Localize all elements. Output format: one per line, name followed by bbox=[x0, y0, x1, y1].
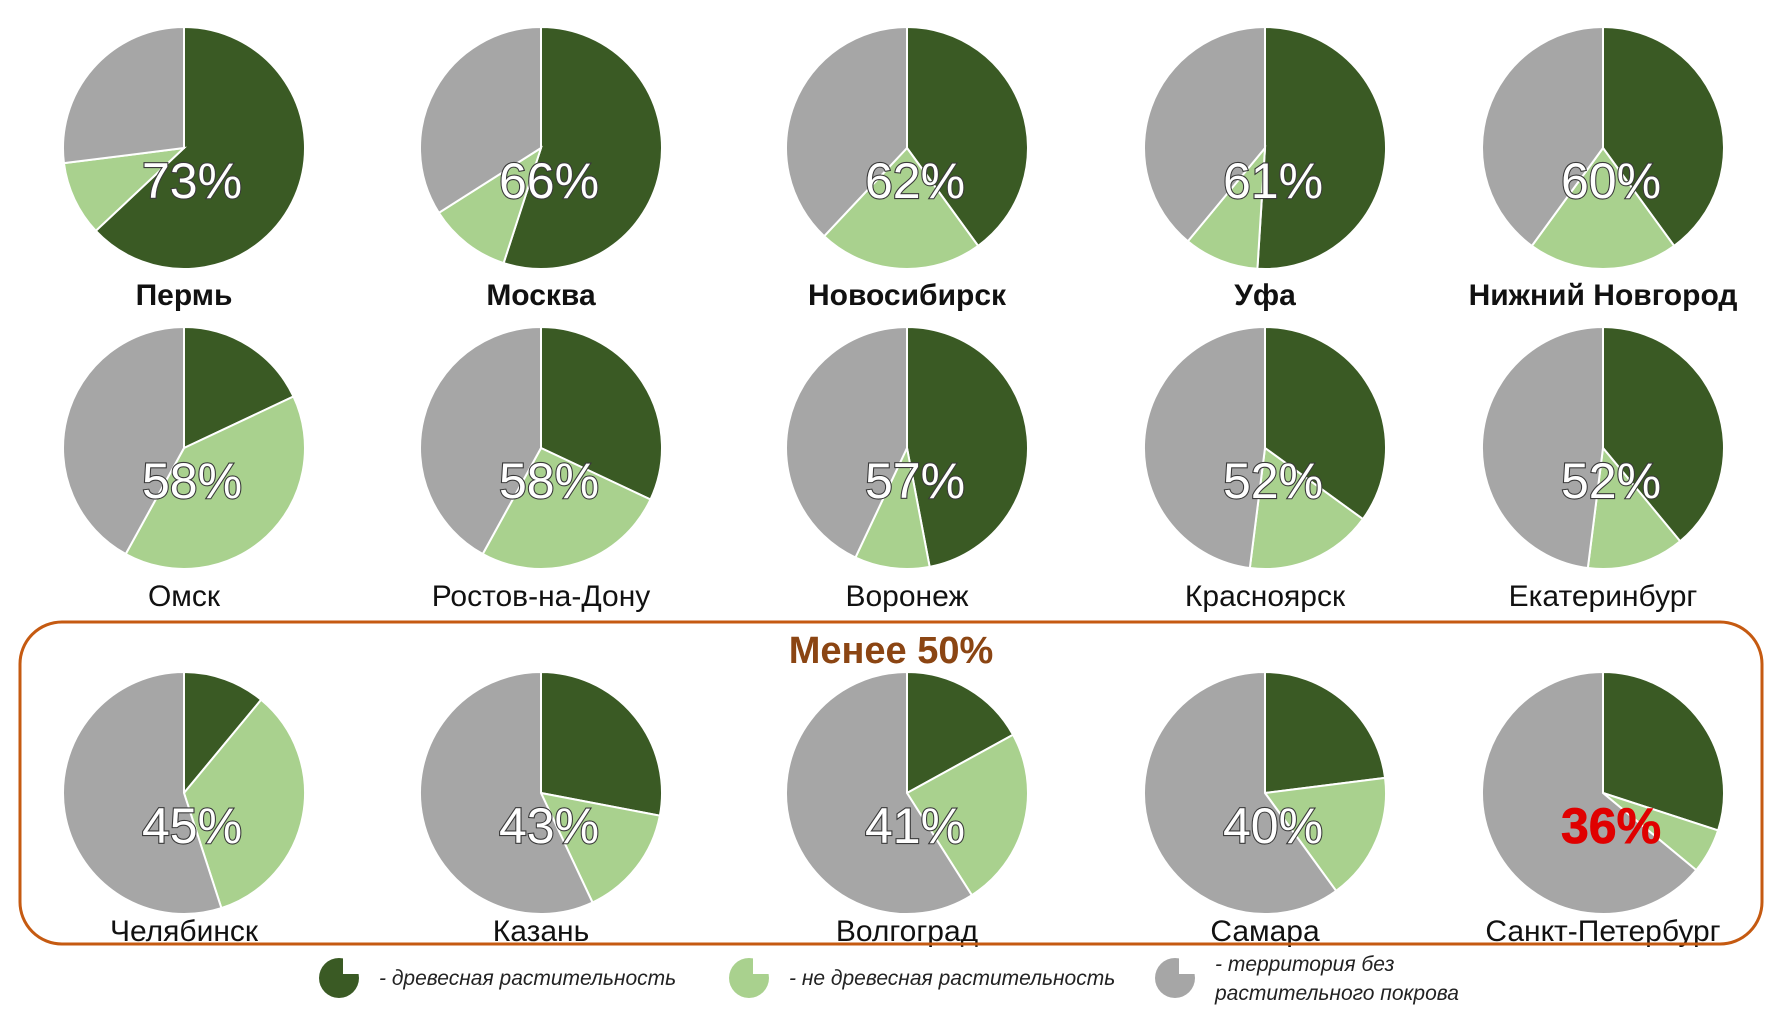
pie-11-slice-wood bbox=[183, 670, 263, 796]
pie-12-slice-nonwood bbox=[539, 791, 662, 904]
pie-2-percent-label: 66% bbox=[499, 153, 599, 209]
pie-3-city-name: Новосибирск bbox=[808, 279, 1007, 312]
pie-9-slice-bare bbox=[1142, 325, 1266, 570]
pie-13-slice-nonwood bbox=[905, 733, 1029, 897]
pie-13-slice-wood bbox=[906, 670, 1015, 795]
pie-13: 41%Волгоград bbox=[785, 670, 1029, 948]
legend-text-bare-1: - территория без bbox=[1215, 953, 1395, 976]
pie-1-city-name: Пермь bbox=[136, 279, 233, 312]
pie-2-city-name: Москва bbox=[486, 279, 596, 312]
pie-2-slice-nonwood bbox=[437, 145, 543, 265]
legend-icon-wood bbox=[319, 954, 363, 998]
pie-15-percent-label: 36% bbox=[1561, 798, 1661, 854]
pie-6-city-name: Омск bbox=[148, 580, 221, 613]
pie-6-slice-bare bbox=[62, 325, 185, 556]
legend-icon-bare bbox=[1155, 954, 1199, 998]
pie-14: 40%Самара bbox=[1143, 670, 1387, 948]
pie-12-percent-label: 43% bbox=[499, 798, 599, 854]
pie-4-slice-wood bbox=[1256, 25, 1388, 270]
pie-14-slice-bare bbox=[1143, 670, 1338, 915]
pie-5-slice-bare bbox=[1481, 25, 1604, 248]
pie-9: 52% Красноярск bbox=[1142, 325, 1387, 613]
pie-4-percent-label: 61% bbox=[1223, 153, 1323, 209]
pie-1-slice-nonwood bbox=[62, 146, 187, 233]
group-title: Менее 50% bbox=[789, 630, 994, 672]
pie-9-percent-label: 52% bbox=[1223, 453, 1323, 509]
pie-10-slice-wood bbox=[1602, 325, 1725, 543]
pie-4-slice-bare bbox=[1143, 25, 1266, 243]
legend-icon-nonwood bbox=[729, 954, 773, 998]
pie-10-city-name: Екатеринбург bbox=[1509, 580, 1698, 613]
pie-4-slice-nonwood bbox=[1186, 144, 1267, 270]
pie-15-slice-wood bbox=[1602, 670, 1725, 832]
pie-9-slice-nonwood bbox=[1248, 446, 1365, 570]
pie-7-city-name: Ростов-на-Дону bbox=[432, 580, 651, 613]
legend-text-wood: - древесная растительность bbox=[379, 967, 676, 990]
pie-10: 52% Екатеринбург bbox=[1480, 325, 1725, 613]
pie-5-slice-wood bbox=[1602, 25, 1725, 248]
legend-text-bare-2: растительного покрова bbox=[1214, 982, 1459, 1005]
pie-4-city-name: Уфа bbox=[1234, 279, 1296, 312]
pie-1-percent-label: 73% bbox=[142, 153, 242, 209]
pie-15: 36%Санкт-Петербург bbox=[1481, 670, 1725, 948]
pie-5-percent-label: 60% bbox=[1561, 153, 1661, 209]
pie-11: 45%Челябинск bbox=[62, 670, 306, 948]
pie-6-slice-wood bbox=[183, 325, 295, 450]
pie-14-slice-nonwood bbox=[1263, 776, 1387, 893]
pie-5: 60% Нижний Новгород bbox=[1469, 25, 1738, 312]
pie-11-slice-nonwood bbox=[182, 698, 306, 910]
pie-8-percent-label: 57% bbox=[865, 453, 965, 509]
pie-7-slice-bare bbox=[419, 325, 542, 556]
pie-11-percent-label: 45% bbox=[142, 798, 242, 854]
pie-1: 73% Пермь bbox=[62, 25, 306, 312]
pie-12-slice-wood bbox=[540, 670, 663, 817]
pie-10-slice-nonwood bbox=[1586, 445, 1682, 570]
pie-14-percent-label: 40% bbox=[1223, 798, 1323, 854]
pie-6: 58% Омск bbox=[62, 325, 306, 613]
pie-3: 62% Новосибирск bbox=[784, 25, 1029, 312]
pie-2: 66% Москва bbox=[419, 25, 663, 312]
legend: - древесная растительность - не древесная… bbox=[319, 953, 1459, 1005]
pie-5-slice-nonwood bbox=[1530, 146, 1676, 270]
pie-5-city-name: Нижний Новгород bbox=[1469, 279, 1738, 312]
pie-6-slice-nonwood bbox=[124, 395, 306, 570]
pie-13-percent-label: 41% bbox=[865, 798, 965, 854]
pie-14-slice-wood bbox=[1264, 670, 1387, 795]
group-frame bbox=[18, 620, 1764, 946]
pie-7-slice-wood bbox=[540, 325, 663, 501]
pie-7: 58% Ростов-на-Дону bbox=[419, 325, 663, 613]
pie-13-slice-bare bbox=[785, 670, 974, 915]
pie-9-slice-wood bbox=[1264, 325, 1387, 521]
pie-3-percent-label: 62% bbox=[865, 153, 965, 209]
pie-2-slice-bare bbox=[419, 25, 542, 215]
pie-8-slice-bare bbox=[785, 325, 908, 559]
pie-1-slice-wood bbox=[94, 25, 306, 270]
pie-6-percent-label: 58% bbox=[142, 453, 242, 509]
pie-12: 43%Казань bbox=[418, 670, 663, 948]
pie-8-slice-nonwood bbox=[854, 444, 931, 570]
pie-3-slice-nonwood bbox=[822, 146, 980, 270]
pie-11-slice-bare bbox=[62, 670, 223, 915]
pie-9-city-name: Красноярск bbox=[1185, 580, 1346, 613]
pie-8: 57% Воронеж bbox=[785, 325, 1029, 613]
pie-3-slice-bare bbox=[784, 25, 908, 238]
pie-1-slice-bare bbox=[62, 25, 185, 165]
legend-text-nonwood: - не древесная растительность bbox=[789, 967, 1115, 990]
pie-7-percent-label: 58% bbox=[499, 453, 599, 509]
pie-15-slice-bare bbox=[1481, 670, 1698, 915]
pie-3-slice-wood bbox=[906, 25, 1029, 248]
pie-12-slice-bare bbox=[418, 670, 594, 915]
pie-8-city-name: Воронеж bbox=[845, 580, 968, 613]
pie-2-slice-wood bbox=[502, 25, 663, 270]
pie-10-slice-bare bbox=[1480, 325, 1604, 570]
pie-8-slice-wood bbox=[906, 325, 1029, 569]
pie-10-percent-label: 52% bbox=[1561, 453, 1661, 509]
pie-4: 61% Уфа bbox=[1143, 25, 1388, 312]
